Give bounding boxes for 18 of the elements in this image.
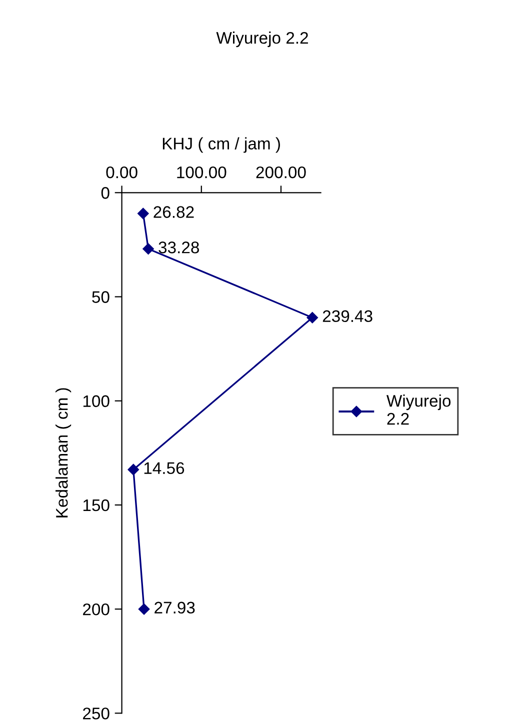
data-label: 27.93 — [154, 602, 195, 614]
y-tick-label: 250 — [83, 708, 110, 720]
x-tick-label: 100.00 — [177, 166, 226, 178]
data-label: 14.56 — [144, 462, 184, 474]
data-label: 239.43 — [322, 310, 372, 322]
legend-label: Wiyurejo 2.2 — [386, 394, 451, 425]
x-axis-title: KHJ ( cm / jam ) — [162, 137, 280, 153]
y-tick-label: 0 — [101, 187, 110, 199]
y-tick-label: 200 — [83, 603, 110, 616]
data-label: 33.28 — [158, 242, 199, 254]
data-label: 26.82 — [154, 206, 194, 218]
y-axis-title: Kedalaman ( cm ) — [56, 388, 72, 518]
x-tick-label: 0.00 — [106, 166, 138, 178]
y-tick-label: 150 — [83, 499, 110, 512]
chart-title: Wiyurejo 2.2 — [216, 32, 308, 48]
y-tick-label: 100 — [83, 395, 110, 408]
y-tick-label: 50 — [92, 291, 110, 303]
x-tick-label: 200.00 — [256, 166, 306, 178]
